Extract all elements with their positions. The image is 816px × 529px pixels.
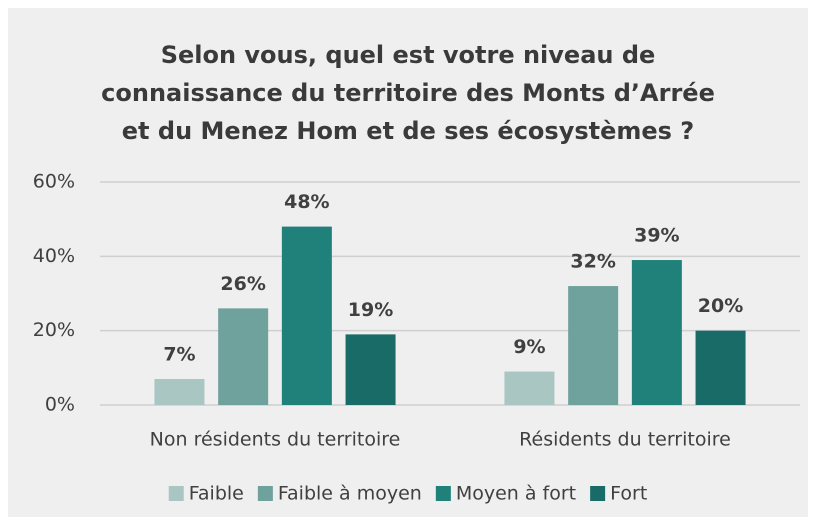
y-tick-label: 40% [33, 245, 75, 267]
y-tick-label: 60% [33, 171, 75, 193]
bar [281, 226, 332, 405]
value-label: 19% [348, 299, 393, 321]
chart-title: Selon vous, quel est votre niveau de con… [101, 41, 715, 145]
y-tick-label: 20% [33, 319, 75, 341]
legend-label: Faible à moyen [278, 483, 422, 505]
bar [568, 286, 619, 405]
bar [218, 308, 269, 405]
bar [695, 330, 746, 405]
legend-swatch [590, 486, 606, 501]
x-tick-label: Non résidents du territoire [150, 429, 401, 451]
value-label: 26% [220, 273, 265, 295]
legend-label: Fort [610, 483, 647, 505]
legend-swatch [257, 486, 273, 501]
value-label: 48% [284, 191, 329, 213]
bar [345, 334, 396, 405]
value-label: 32% [570, 251, 615, 273]
legend-swatch [168, 486, 184, 501]
value-label: 39% [634, 225, 679, 247]
bar [154, 378, 205, 405]
value-label: 7% [163, 343, 195, 365]
value-label: 9% [513, 336, 545, 358]
bar [631, 260, 682, 405]
value-label: 20% [698, 295, 743, 317]
legend-label: Moyen à fort [456, 483, 576, 505]
x-tick-label: Résidents du territoire [519, 429, 731, 451]
y-tick-label: 0% [45, 394, 75, 416]
bar [504, 371, 555, 405]
legend-swatch [435, 486, 451, 501]
legend-label: Faible [189, 483, 244, 505]
